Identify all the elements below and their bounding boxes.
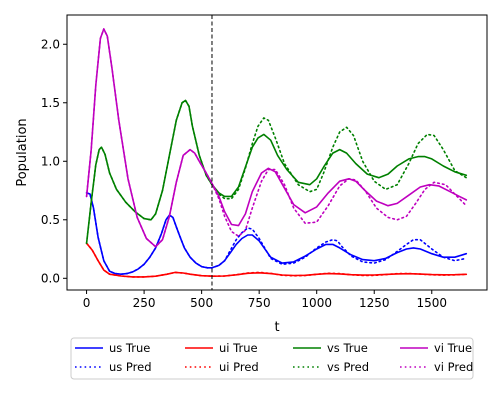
x-tick-label: 750 [248, 296, 271, 310]
y-tick-label: 1.0 [41, 154, 60, 168]
legend-label: ui True [219, 341, 258, 355]
x-tick-label: 1000 [301, 296, 332, 310]
y-tick-label: 0.5 [41, 213, 60, 227]
y-tick-label: 2.0 [41, 37, 60, 51]
legend-item-vs-true: vs True [293, 341, 368, 355]
series-layer [85, 28, 468, 278]
legend-item-vi-true: vi True [400, 341, 472, 355]
series-ui-pred [85, 242, 468, 278]
plot-area [66, 14, 488, 291]
x-axis-label: t [274, 320, 279, 335]
legend-box [70, 337, 474, 380]
series-vs-pred [85, 99, 468, 244]
legend-item-us-true: us True [75, 341, 150, 355]
x-tick-label: 1250 [359, 296, 390, 310]
legend-label: vi Pred [434, 360, 473, 374]
legend-label: vs Pred [327, 360, 369, 374]
legend-label: us True [109, 341, 150, 355]
y-axis: 0.0 0.5 1.0 1.5 2.0 [41, 37, 67, 285]
legend-label: us Pred [109, 360, 152, 374]
y-tick-label: 1.5 [41, 96, 60, 110]
legend-item-ui-true: ui True [185, 341, 258, 355]
x-tick-label: 250 [133, 296, 156, 310]
legend-label: ui Pred [219, 360, 259, 374]
y-tick-label: 0.0 [41, 271, 60, 285]
legend: us True us Pred ui True ui Pred vs True vs Pr… [70, 337, 474, 380]
series-vi-true [85, 28, 468, 248]
legend-item-vs-pred: vs Pred [293, 360, 369, 374]
x-tick-label: 1500 [416, 296, 447, 310]
legend-item-vi-pred: vi Pred [400, 360, 473, 374]
legend-item-ui-pred: ui Pred [185, 360, 259, 374]
series-us-pred [85, 192, 468, 276]
x-axis: 0 250 500 750 1000 1250 1500 [83, 290, 447, 310]
x-tick-label: 0 [83, 296, 91, 310]
plot-frame [66, 14, 488, 291]
legend-label: vi True [434, 341, 472, 355]
legend-item-us-pred: us Pred [75, 360, 152, 374]
series-vi-pred [85, 28, 468, 248]
legend-label: vs True [327, 341, 368, 355]
x-tick-label: 500 [190, 296, 213, 310]
y-axis-label: Population [15, 118, 30, 186]
